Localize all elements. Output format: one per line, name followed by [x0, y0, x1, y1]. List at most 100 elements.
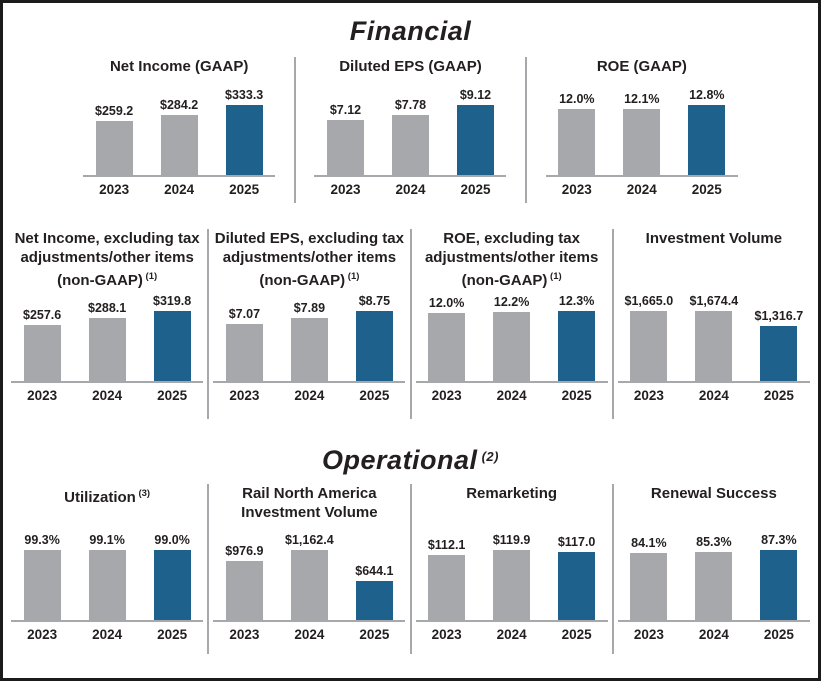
bar-column-2023: $976.9 [215, 544, 273, 620]
bar-value-label: $112.1 [427, 538, 466, 552]
bar-2024 [290, 318, 328, 381]
bar-value-label: $333.3 [225, 88, 264, 102]
year-labels: 2023 2024 2025 [412, 627, 612, 642]
bar-2025 [153, 311, 191, 381]
bar-value-label: $8.75 [358, 294, 391, 308]
chart-footnote-marker: (1) [345, 271, 360, 282]
bar-value-label: 12.0% [428, 296, 465, 310]
bar-2025 [225, 105, 263, 175]
operational-footnote-marker: (2) [481, 449, 499, 464]
axis-line [415, 620, 608, 622]
year-labels: 2023 2024 2025 [527, 182, 756, 197]
bar-column-2023: $112.1 [418, 538, 476, 620]
chart-bars: 12.0% 12.1% 12.8% [527, 83, 756, 175]
year-label-2024: 2024 [92, 627, 123, 642]
chart-divider [293, 57, 296, 203]
bar-2025 [558, 552, 596, 620]
bar-column-2025: 12.8% [678, 88, 736, 175]
chart-title-text: Renewal Success [650, 485, 777, 502]
chart-utilization: Utilization (3) 99.3% 99.1% 99.0% 2023 2024 20… [7, 484, 207, 654]
bar-value-label: 12.1% [624, 92, 660, 106]
bar-2024 [623, 109, 661, 175]
bar-value-label: $1,674.4 [689, 294, 739, 308]
bar-2023 [630, 311, 668, 381]
chart-title: Utilization (3) [9, 484, 205, 528]
financial-row-2: Net Income, excluding tax adjustments/ot… [7, 229, 814, 419]
chart-net-income-gaap: Net Income (GAAP) $259.2 $284.2 $333.3 2023 2… [65, 57, 294, 203]
bar-column-2024: 12.2% [483, 295, 541, 381]
bar-value-label: 12.3% [558, 294, 595, 308]
bar-column-2024: $1,162.4 [280, 533, 338, 620]
bar-2023 [428, 313, 466, 381]
year-labels: 2023 2024 2025 [209, 627, 409, 642]
year-labels: 2023 2024 2025 [65, 182, 294, 197]
year-label-2023: 2023 [633, 627, 664, 642]
bar-2023 [23, 325, 61, 381]
year-label-2023: 2023 [633, 388, 664, 403]
bar-column-2024: $1,674.4 [685, 294, 743, 381]
chart-title: Net Income, excluding tax adjustments/ot… [9, 229, 205, 289]
chart-title-text: Net Income (GAAP) [109, 58, 249, 75]
year-label-2023: 2023 [99, 182, 130, 197]
bar-value-label: 99.1% [89, 533, 125, 547]
bar-column-2025: $644.1 [345, 564, 403, 620]
bar-column-2023: 84.1% [620, 536, 678, 620]
chart-title-text: Diluted EPS, excluding tax adjustments/o… [214, 230, 404, 289]
chart-bars: $7.12 $7.78 $9.12 [296, 83, 525, 175]
bar-2025 [153, 550, 191, 620]
bar-2025 [558, 311, 596, 381]
operational-section-title-text: Operational [322, 445, 478, 475]
bar-column-2023: $7.07 [215, 307, 273, 381]
year-label-2023: 2023 [229, 627, 260, 642]
financial-row-1: Net Income (GAAP) $259.2 $284.2 $333.3 2023 2… [65, 57, 757, 203]
bar-2023 [630, 553, 668, 620]
year-label-2025: 2025 [763, 627, 794, 642]
chart-title-text: Utilization [64, 489, 136, 506]
chart-bars: $259.2 $284.2 $333.3 [65, 83, 294, 175]
bar-value-label: $9.12 [459, 88, 492, 102]
year-label-2024: 2024 [496, 388, 527, 403]
chart-title: Rail North America Investment Volume [211, 484, 407, 528]
year-label-2024: 2024 [92, 388, 123, 403]
bar-2023 [225, 324, 263, 381]
year-label-2023: 2023 [27, 627, 58, 642]
year-label-2025: 2025 [763, 388, 794, 403]
axis-line [415, 381, 608, 383]
chart-roe-gaap: ROE (GAAP) 12.0% 12.1% 12.8% 2023 2024 2025 [527, 57, 756, 203]
chart-title-text: Investment Volume [645, 230, 783, 247]
chart-title-text: Remarketing [466, 485, 558, 502]
chart-title: Diluted EPS (GAAP) [312, 57, 508, 83]
chart-title-text: Diluted EPS (GAAP) [339, 58, 482, 75]
chart-title-text: ROE, excluding tax adjustments/other ite… [424, 230, 599, 289]
year-labels: 2023 2024 2025 [7, 627, 207, 642]
year-labels: 2023 2024 2025 [614, 627, 814, 642]
year-label-2024: 2024 [294, 388, 325, 403]
year-label-2024: 2024 [294, 627, 325, 642]
chart-title: Diluted EPS, excluding tax adjustments/o… [211, 229, 407, 289]
year-labels: 2023 2024 2025 [412, 388, 612, 403]
chart-rail-north-america-investment-volume: Rail North America Investment Volume $976… [209, 484, 409, 654]
bar-2025 [688, 105, 726, 175]
bar-2024 [695, 311, 733, 381]
bar-2024 [88, 550, 126, 620]
bar-value-label: $644.1 [355, 564, 394, 578]
bar-value-label: $284.2 [160, 98, 199, 112]
bar-value-label: 87.3% [761, 533, 797, 547]
chart-divider [207, 229, 210, 419]
bar-2024 [290, 550, 328, 620]
bar-value-label: $1,665.0 [624, 294, 674, 308]
axis-line [314, 175, 507, 177]
bar-column-2025: $319.8 [143, 294, 201, 381]
chart-remarketing: Remarketing $112.1 $119.9 $117.0 2023 2024 202… [412, 484, 612, 654]
bar-value-label: $1,162.4 [285, 533, 334, 547]
year-labels: 2023 2024 2025 [296, 182, 525, 197]
bar-2025 [760, 326, 798, 381]
financial-section-title: Financial [3, 15, 818, 47]
year-label-2023: 2023 [431, 627, 462, 642]
axis-line [11, 620, 204, 622]
chart-bars: $112.1 $119.9 $117.0 [412, 528, 612, 620]
chart-investment-volume: Investment Volume $1,665.0 $1,674.4 $1,316.… [614, 229, 814, 419]
bar-2024 [493, 312, 531, 381]
bar-2024 [160, 115, 198, 175]
year-label-2023: 2023 [229, 388, 260, 403]
